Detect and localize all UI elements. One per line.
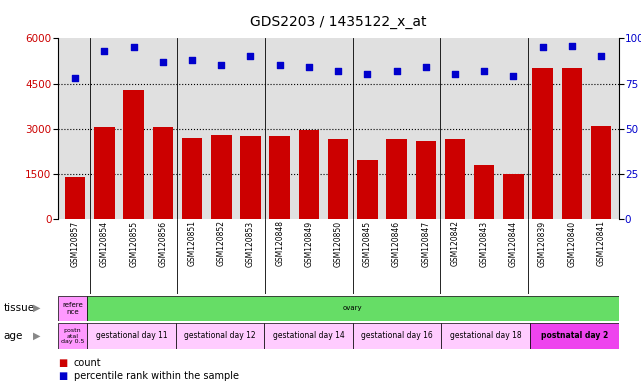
Text: GSM120846: GSM120846 — [392, 220, 401, 266]
Bar — [445, 139, 465, 219]
Text: GSM120839: GSM120839 — [538, 220, 547, 266]
Text: ▶: ▶ — [33, 331, 41, 341]
Point — [538, 44, 548, 50]
Point — [450, 71, 460, 78]
Bar — [58, 323, 87, 349]
Text: gestational day 12: gestational day 12 — [184, 331, 256, 341]
Text: GSM120855: GSM120855 — [129, 220, 138, 266]
Bar — [533, 68, 553, 219]
Bar — [530, 323, 619, 349]
Point — [187, 57, 197, 63]
Bar — [240, 136, 261, 219]
Text: GSM120849: GSM120849 — [304, 220, 313, 266]
Point — [304, 64, 314, 70]
Bar — [353, 323, 442, 349]
Text: GSM120841: GSM120841 — [597, 220, 606, 266]
Point — [333, 68, 344, 74]
Bar — [328, 139, 348, 219]
Text: ■: ■ — [58, 371, 67, 381]
Point — [596, 53, 606, 60]
Text: GDS2203 / 1435122_x_at: GDS2203 / 1435122_x_at — [250, 15, 426, 29]
Point — [479, 68, 489, 74]
Text: tissue: tissue — [3, 303, 35, 313]
Bar — [442, 323, 530, 349]
Bar — [415, 141, 436, 219]
Text: ovary: ovary — [343, 305, 363, 311]
Bar — [65, 177, 85, 219]
Text: GSM120844: GSM120844 — [509, 220, 518, 266]
Bar — [503, 174, 524, 219]
Text: ■: ■ — [58, 358, 67, 368]
Text: GSM120848: GSM120848 — [275, 220, 284, 266]
Point — [420, 64, 431, 70]
Text: gestational day 16: gestational day 16 — [362, 331, 433, 341]
Bar — [182, 138, 203, 219]
Text: GSM120842: GSM120842 — [451, 220, 460, 266]
Point — [508, 73, 519, 79]
Text: GSM120847: GSM120847 — [421, 220, 430, 266]
Text: gestational day 11: gestational day 11 — [96, 331, 167, 341]
Bar — [269, 136, 290, 219]
Bar — [299, 130, 319, 219]
Text: GSM120854: GSM120854 — [100, 220, 109, 266]
Point — [392, 68, 402, 74]
Text: GSM120857: GSM120857 — [71, 220, 79, 266]
Point — [274, 62, 285, 68]
Bar — [264, 323, 353, 349]
Point — [567, 43, 577, 49]
Text: GSM120851: GSM120851 — [188, 220, 197, 266]
Text: refere
nce: refere nce — [62, 302, 83, 314]
Bar — [591, 126, 612, 219]
Bar — [87, 323, 176, 349]
Text: ▶: ▶ — [33, 303, 41, 313]
Bar — [94, 127, 115, 219]
Text: count: count — [74, 358, 101, 368]
Bar — [474, 165, 494, 219]
Text: GSM120843: GSM120843 — [479, 220, 488, 266]
Bar — [58, 296, 87, 321]
Bar — [153, 127, 173, 219]
Bar — [211, 135, 231, 219]
Point — [158, 59, 168, 65]
Text: gestational day 14: gestational day 14 — [272, 331, 344, 341]
Text: GSM120840: GSM120840 — [567, 220, 576, 266]
Point — [246, 53, 256, 60]
Bar — [357, 160, 378, 219]
Text: GSM120853: GSM120853 — [246, 220, 255, 266]
Text: GSM120850: GSM120850 — [333, 220, 343, 266]
Point — [362, 71, 372, 78]
Text: age: age — [3, 331, 22, 341]
Text: GSM120845: GSM120845 — [363, 220, 372, 266]
Text: percentile rank within the sample: percentile rank within the sample — [74, 371, 238, 381]
Point — [70, 75, 80, 81]
Text: gestational day 18: gestational day 18 — [450, 331, 522, 341]
Bar — [562, 68, 582, 219]
Point — [216, 62, 226, 68]
Point — [99, 48, 110, 54]
Bar — [176, 323, 264, 349]
Text: GSM120852: GSM120852 — [217, 220, 226, 266]
Text: postnatal day 2: postnatal day 2 — [540, 331, 608, 341]
Point — [128, 44, 138, 50]
Bar — [387, 139, 407, 219]
Text: postn
atal
day 0.5: postn atal day 0.5 — [61, 328, 84, 344]
Text: GSM120856: GSM120856 — [158, 220, 167, 266]
Bar — [124, 89, 144, 219]
